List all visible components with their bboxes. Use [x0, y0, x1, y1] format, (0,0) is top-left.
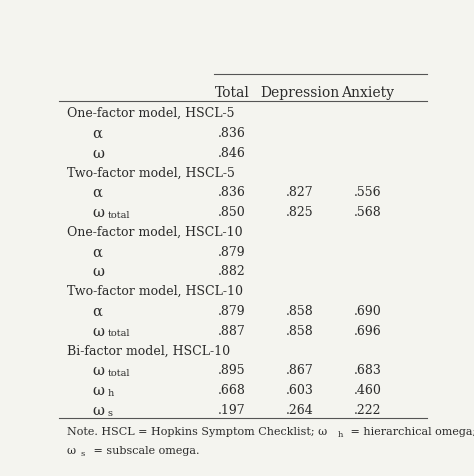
- Text: .858: .858: [286, 305, 314, 318]
- Text: .836: .836: [218, 186, 246, 199]
- Text: .895: .895: [218, 364, 246, 377]
- Text: ω: ω: [92, 325, 104, 339]
- Text: Total: Total: [214, 87, 249, 100]
- Text: .827: .827: [286, 186, 314, 199]
- Text: .568: .568: [354, 206, 382, 219]
- Text: α: α: [92, 186, 102, 200]
- Text: Depression: Depression: [260, 87, 339, 100]
- Text: ω: ω: [92, 404, 104, 418]
- Text: s: s: [81, 450, 85, 458]
- Text: .683: .683: [354, 364, 382, 377]
- Text: α: α: [92, 246, 102, 259]
- Text: Anxiety: Anxiety: [341, 87, 394, 100]
- Text: s: s: [108, 408, 113, 417]
- Text: Note. HSCL = Hopkins Symptom Checklist; ω: Note. HSCL = Hopkins Symptom Checklist; …: [66, 427, 327, 437]
- Text: .603: .603: [286, 384, 314, 397]
- Text: .222: .222: [354, 404, 382, 417]
- Text: .825: .825: [286, 206, 314, 219]
- Text: .879: .879: [218, 305, 246, 318]
- Text: ω: ω: [92, 364, 104, 378]
- Text: .460: .460: [354, 384, 382, 397]
- Text: .556: .556: [354, 186, 382, 199]
- Text: .836: .836: [218, 127, 246, 140]
- Text: One-factor model, HSCL-10: One-factor model, HSCL-10: [66, 226, 242, 239]
- Text: ω: ω: [92, 147, 104, 160]
- Text: total: total: [108, 329, 130, 338]
- Text: = subscale omega.: = subscale omega.: [90, 446, 199, 456]
- Text: Two-factor model, HSCL-10: Two-factor model, HSCL-10: [66, 285, 243, 298]
- Text: .858: .858: [286, 325, 314, 337]
- Text: One-factor model, HSCL-5: One-factor model, HSCL-5: [66, 107, 234, 120]
- Text: .850: .850: [218, 206, 246, 219]
- Text: Bi-factor model, HSCL-10: Bi-factor model, HSCL-10: [66, 345, 230, 357]
- Text: .846: .846: [218, 147, 246, 159]
- Text: .879: .879: [218, 246, 246, 258]
- Text: .696: .696: [354, 325, 382, 337]
- Text: α: α: [92, 305, 102, 319]
- Text: α: α: [92, 127, 102, 141]
- Text: .867: .867: [286, 364, 314, 377]
- Text: .668: .668: [218, 384, 246, 397]
- Text: h: h: [337, 431, 343, 439]
- Text: ω: ω: [92, 384, 104, 398]
- Text: ω: ω: [92, 206, 104, 220]
- Text: ω: ω: [92, 265, 104, 279]
- Text: total: total: [108, 369, 130, 378]
- Text: h: h: [108, 389, 114, 398]
- Text: .197: .197: [218, 404, 246, 417]
- Text: total: total: [108, 211, 130, 220]
- Text: = hierarchical omega;: = hierarchical omega;: [347, 427, 474, 437]
- Text: .264: .264: [286, 404, 314, 417]
- Text: ω: ω: [66, 446, 76, 456]
- Text: Two-factor model, HSCL-5: Two-factor model, HSCL-5: [66, 166, 235, 179]
- Text: .690: .690: [354, 305, 382, 318]
- Text: .887: .887: [218, 325, 246, 337]
- Text: .882: .882: [218, 265, 246, 278]
